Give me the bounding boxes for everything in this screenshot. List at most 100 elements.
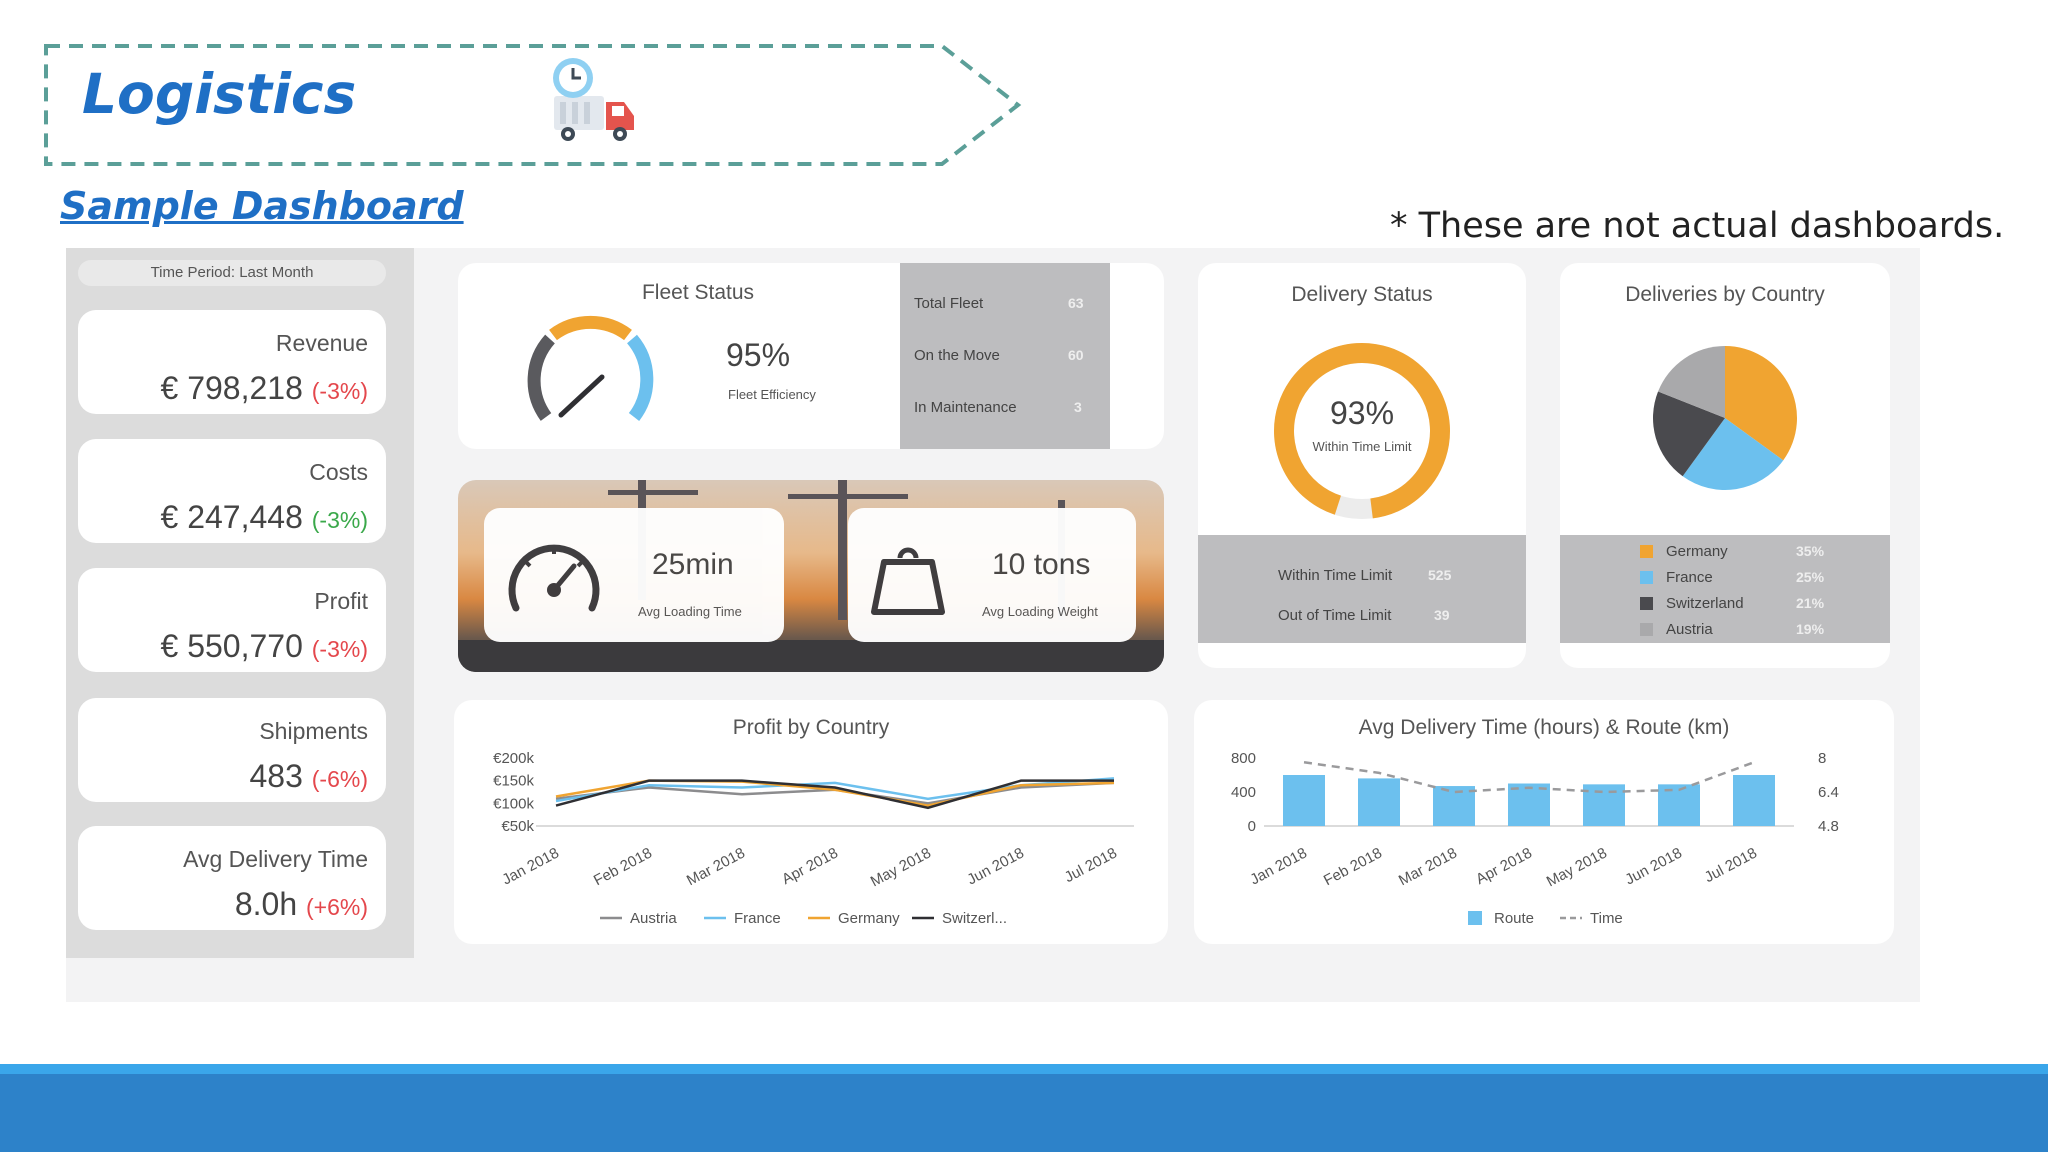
left-y-tick-label: 800 [1231, 750, 1256, 767]
route-bar[interactable] [1583, 784, 1625, 826]
card-title: Fleet Status [641, 281, 755, 304]
kpi-value: € 798,218 [160, 370, 303, 406]
x-tick-label: Feb 2018 [1321, 845, 1385, 890]
pie-slice-switzerland[interactable] [1653, 391, 1725, 477]
avg-delivery-route-card: Avg Delivery Time (hours) & Route (km) 8… [1194, 700, 1894, 944]
fleet-row-value: 60 [1068, 347, 1084, 363]
legend-value: 19% [1796, 621, 1825, 637]
x-tick-label: Jun 2018 [964, 845, 1026, 889]
route-bar[interactable] [1433, 786, 1475, 826]
dashboard-link[interactable]: Sample Dashboard [60, 184, 464, 228]
route-bar[interactable] [1358, 778, 1400, 826]
legend-label: Switzerl... [942, 910, 1007, 927]
legend-value: 25% [1796, 569, 1825, 585]
legend-label: Germany [838, 910, 900, 927]
country-legend-panel: Germany 35% France 25% Switzerland 21% Austria… [1560, 535, 1890, 643]
right-y-tick-label: 6.4 [1818, 784, 1839, 801]
kpi-label: Revenue [275, 330, 368, 356]
footer-bar [0, 1074, 2048, 1152]
delivery-donut [1274, 343, 1450, 519]
kpi-change: (-3%) [311, 507, 368, 533]
x-tick-label: Feb 2018 [591, 845, 655, 890]
legend-label: France [734, 910, 781, 927]
loading-weight-label: Avg Loading Weight [982, 604, 1098, 619]
route-bar[interactable] [1733, 775, 1775, 826]
card-title: Delivery Status [1291, 283, 1433, 306]
y-tick-label: €200k [493, 750, 534, 767]
delivery-percent-value: 93% [1329, 395, 1395, 431]
legend-value: 21% [1796, 595, 1825, 611]
legend-swatch [1640, 623, 1653, 636]
legend-label: Route [1494, 910, 1534, 927]
weight-icon [871, 547, 945, 615]
delivery-row-value: 525 [1428, 567, 1452, 583]
legend-label: Time [1590, 910, 1623, 927]
crane-silhouette [838, 480, 847, 620]
delivery-percent-label: Within Time Limit [1312, 439, 1412, 454]
fleet-gauge-icon [527, 315, 654, 421]
right-y-tick-label: 8 [1818, 750, 1826, 767]
kpi-label: Costs [309, 459, 368, 485]
speedometer-icon [508, 544, 600, 612]
legend-label: Switzerland [1666, 595, 1744, 612]
legend-value: 35% [1796, 543, 1825, 559]
pie-slice-austria[interactable] [1658, 346, 1725, 418]
time-line[interactable] [1303, 761, 1755, 794]
legend-label: Germany [1666, 543, 1728, 560]
fleet-row-label: In Maintenance [914, 399, 1017, 416]
left-y-tick-label: 400 [1231, 784, 1256, 801]
series-line-switzerl[interactable] [555, 779, 1114, 810]
legend-label: France [1666, 569, 1713, 586]
kpi-card-costs: Costs € 247,448 (-3%) [78, 439, 386, 543]
fleet-row-value: 3 [1074, 399, 1082, 415]
pie-slice-germany[interactable] [1725, 346, 1797, 461]
y-tick-label: €150k [493, 773, 534, 790]
x-tick-label: Jan 2018 [499, 845, 561, 889]
footer-accent-bar [0, 1064, 2048, 1074]
delivery-summary-panel: Within Time Limit 525 Out of Time Limit … [1198, 535, 1526, 643]
kpi-card-avg-delivery-time: Avg Delivery Time 8.0h (+6%) [78, 826, 386, 930]
route-bar[interactable] [1508, 783, 1550, 827]
fleet-row-value: 63 [1068, 295, 1084, 311]
kpi-change: (+6%) [306, 894, 368, 920]
delivery-row-label: Out of Time Limit [1278, 607, 1392, 624]
card-title: Deliveries by Country [1625, 283, 1825, 306]
route-bar[interactable] [1283, 775, 1325, 826]
x-tick-label: Jun 2018 [1622, 845, 1684, 889]
kpi-card-profit: Profit € 550,770 (-3%) [78, 568, 386, 672]
legend-swatch [1468, 911, 1482, 925]
delivery-row-label: Within Time Limit [1278, 567, 1393, 584]
loading-time-tile: 25min Avg Loading Time [484, 508, 784, 642]
kpi-change: (-3%) [311, 378, 368, 404]
time-period-filter[interactable]: Time Period: Last Month [78, 260, 386, 286]
delivery-status-card: Delivery Status 93% Within Time Limit Wi… [1198, 263, 1526, 668]
kpi-card-revenue: Revenue € 798,218 (-3%) [78, 310, 386, 414]
delivery-truck-icon [553, 58, 634, 141]
kpi-value: 8.0h [234, 886, 298, 922]
port-loading-card: 25min Avg Loading Time 10 tons Avg Loadi… [458, 480, 1164, 672]
right-y-tick-label: 4.8 [1818, 818, 1839, 835]
fleet-summary-panel: Total Fleet 63 On the Move 60 In Mainten… [900, 263, 1110, 449]
legend-swatch [1640, 597, 1653, 610]
kpi-label: Profit [314, 588, 368, 614]
x-tick-label: Mar 2018 [1396, 845, 1460, 890]
kpi-value: € 247,448 [160, 499, 303, 535]
loading-time-label: Avg Loading Time [638, 604, 742, 619]
delivery-row-value: 39 [1434, 607, 1450, 623]
x-tick-label: Jul 2018 [1702, 845, 1760, 887]
x-tick-label: Mar 2018 [684, 845, 748, 890]
legend-swatch [1640, 545, 1653, 558]
profit-by-country-card: Profit by Country €200k €150k €100k €50k Jan… [454, 700, 1168, 944]
loading-time-value: 25min [652, 548, 734, 581]
card-title: Profit by Country [732, 716, 890, 739]
legend-label: Austria [1666, 621, 1713, 638]
x-tick-label: Apr 2018 [1473, 845, 1535, 889]
pie-slice-france[interactable] [1682, 418, 1784, 490]
fleet-row-label: On the Move [914, 347, 1000, 364]
kpi-change: (-6%) [311, 766, 368, 792]
crane-silhouette [608, 490, 698, 495]
header-banner [44, 44, 1022, 166]
deliveries-by-country-card: Deliveries by Country Germany 35% France 25… [1560, 263, 1890, 668]
kpi-change: (-3%) [311, 636, 368, 662]
x-tick-label: Jan 2018 [1247, 845, 1309, 889]
